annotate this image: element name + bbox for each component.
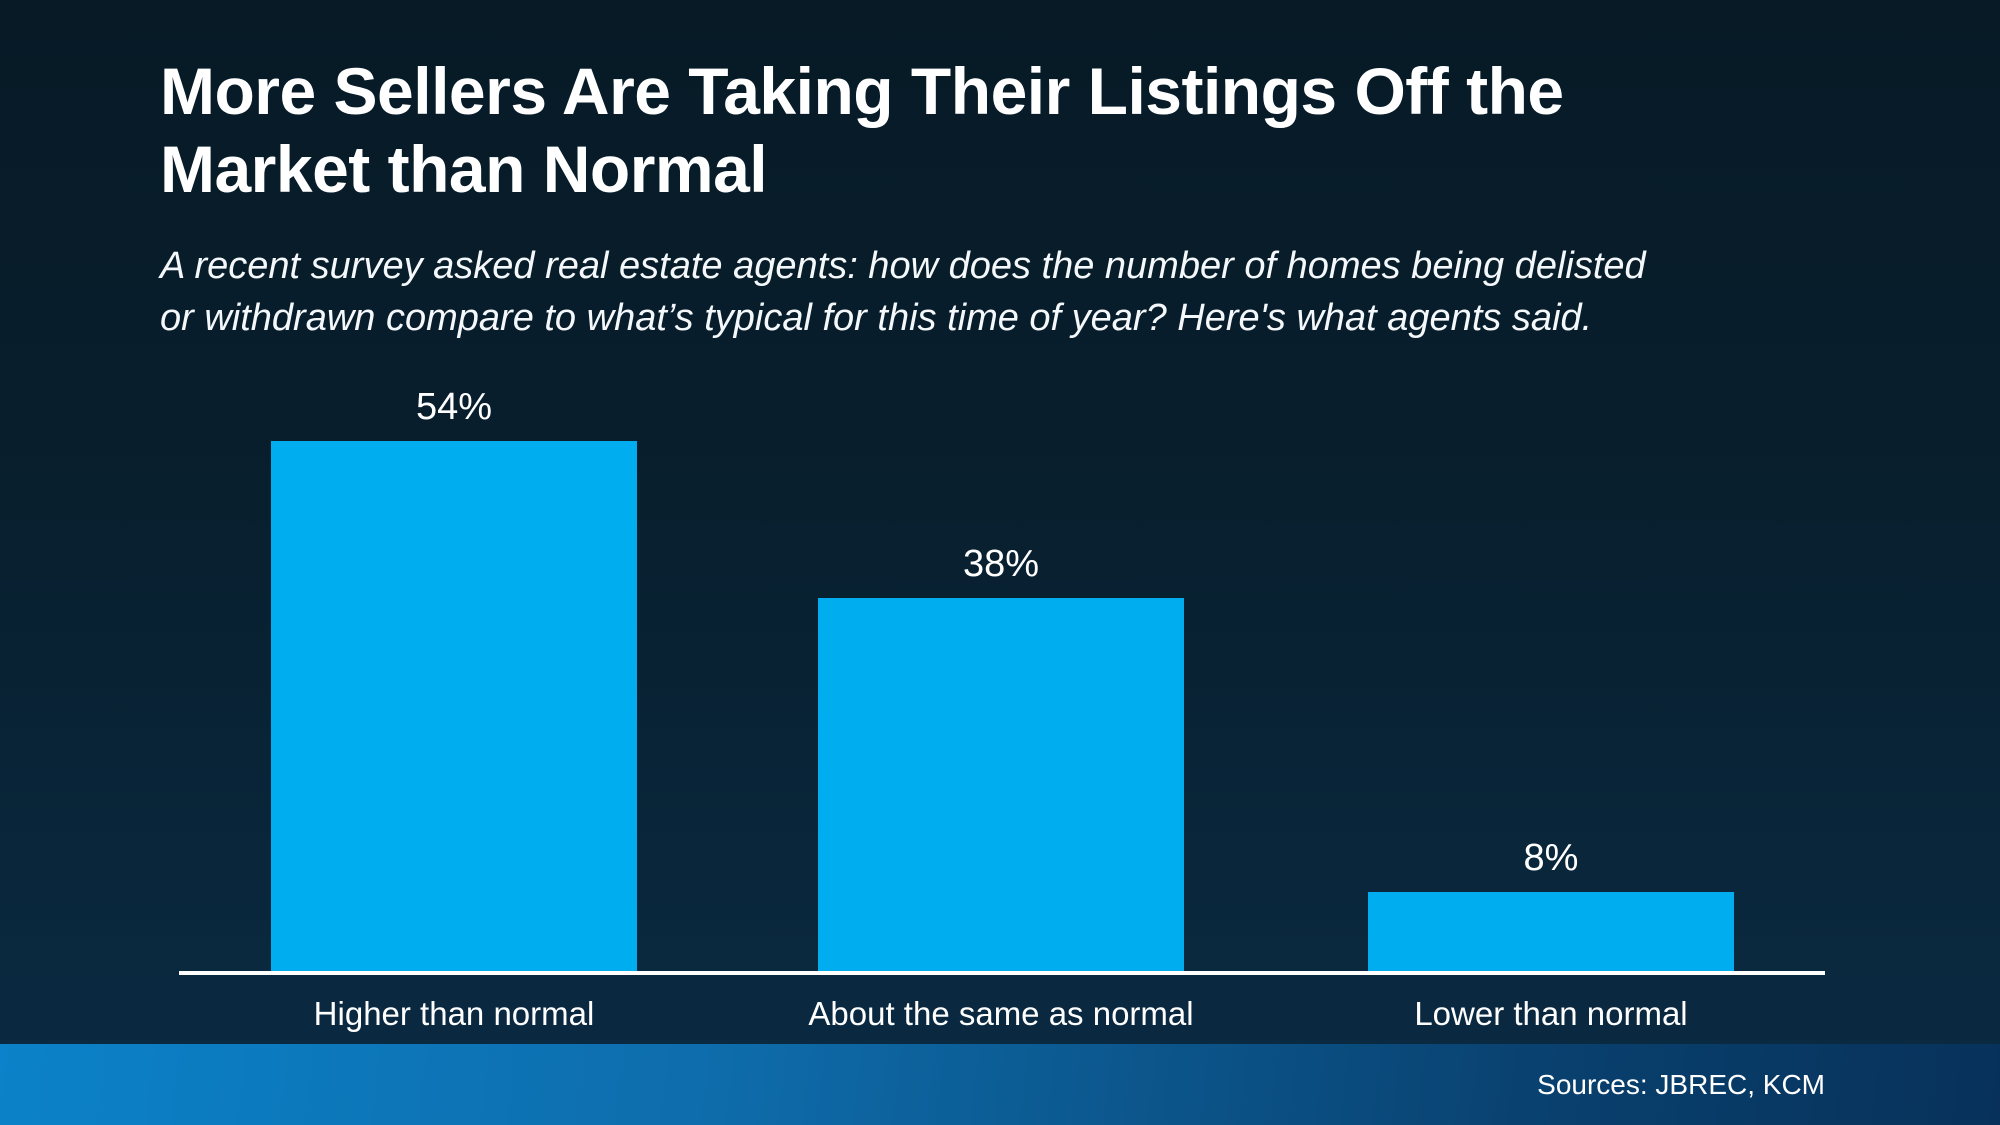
chart-title: More Sellers Are Taking Their Listings O… [160,52,1564,208]
x-axis-category-label: Lower than normal [1414,995,1688,1032]
chart-subtitle-line-2: or withdrawn compare to what’s typical f… [160,297,1593,339]
chart-title-line-1: More Sellers Are Taking Their Listings O… [160,54,1564,128]
sources-label: Sources: JBREC, KCM [1537,1068,1825,1100]
x-axis-category-label: Higher than normal [313,995,595,1032]
bar-group-higher: 54% [271,385,637,971]
bar-group-lower: 8% [1368,836,1734,971]
bar-value-label: 54% [415,386,493,428]
bar-higher-than-normal [271,441,637,971]
chart-subtitle-line-1: A recent survey asked real estate agents… [160,245,1646,287]
bar-group-same: 38% [818,542,1184,971]
bar-value-label: 8% [1523,837,1579,879]
footer-bar: Sources: JBREC, KCM [0,1044,2000,1125]
bar-about-same-as-normal [818,598,1184,971]
bar-lower-than-normal [1368,892,1734,971]
chart-subtitle: A recent survey asked real estate agents… [160,240,1646,344]
x-axis-line [179,971,1825,975]
bar-value-label: 38% [962,543,1040,585]
chart-title-line-2: Market than Normal [160,132,768,206]
x-axis-category-label: About the same as normal [808,995,1194,1032]
